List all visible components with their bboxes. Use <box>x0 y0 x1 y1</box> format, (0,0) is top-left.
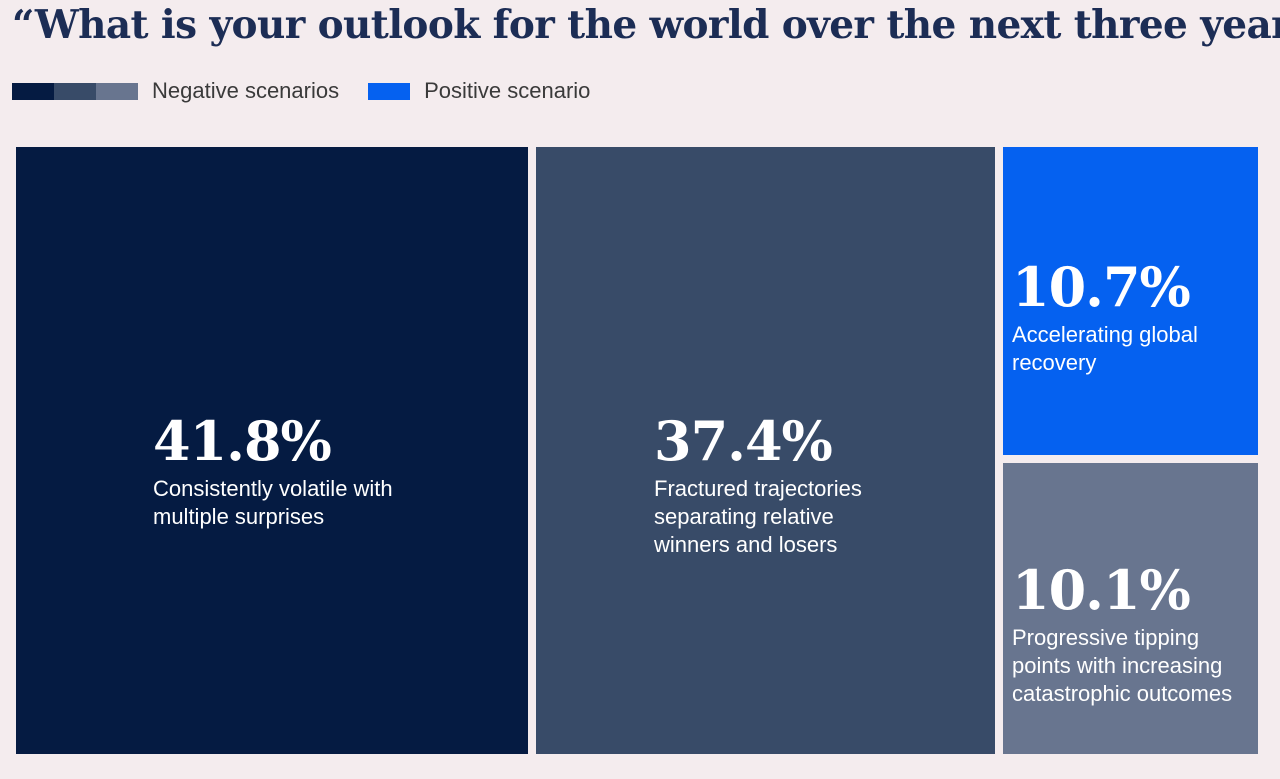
negative-swatch-dark <box>12 82 54 100</box>
treemap-tile-tipping-points: 10.1% Progressive tipping points with inc… <box>1003 463 1258 754</box>
tile-text-tipping-points: 10.1% Progressive tipping points with inc… <box>1012 558 1252 708</box>
positive-legend-label: Positive scenario <box>424 78 591 103</box>
negative-swatch-mid <box>54 82 96 100</box>
description-label: Accelerating global recovery <box>1012 322 1198 375</box>
description-label: Progressive tipping points with increasi… <box>1012 625 1233 706</box>
value-label: 10.1% <box>1012 558 1191 622</box>
value-label: 10.7% <box>1012 255 1191 319</box>
tile-text-fractured: 37.4% Fractured trajectories separating r… <box>654 409 884 559</box>
negative-swatch-light <box>96 82 138 100</box>
tile-text-recovery: 10.7% Accelerating global recovery <box>1012 255 1242 377</box>
chart-title: “What is your outlook for the world over… <box>12 2 1280 48</box>
value-label: 37.4% <box>654 409 833 473</box>
description-label: Fractured trajectories separating relati… <box>654 476 862 557</box>
tile-text-volatile: 41.8% Consistently volatile with multiple… <box>153 409 403 531</box>
treemap-tile-fractured: 37.4% Fractured trajectories separating r… <box>536 147 995 754</box>
legend: Negative scenarios Positive scenario <box>12 78 591 103</box>
negative-legend-label: Negative scenarios <box>152 78 340 103</box>
description-label: Consistently volatile with multiple surp… <box>153 476 393 529</box>
positive-legend-swatch <box>368 82 411 100</box>
treemap-tile-volatile: 41.8% Consistently volatile with multiple… <box>16 147 528 754</box>
value-label: 41.8% <box>153 409 332 473</box>
negative-legend-swatch <box>12 82 138 100</box>
treemap-tile-recovery: 10.7% Accelerating global recovery <box>1003 147 1258 455</box>
